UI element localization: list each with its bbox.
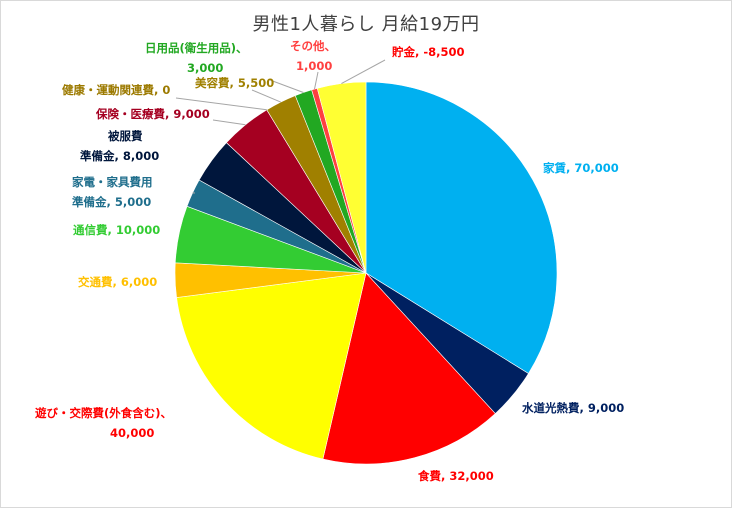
data-label: 美容費, 5,500 xyxy=(195,76,274,90)
leader-line xyxy=(175,97,267,111)
leader-line xyxy=(269,79,304,93)
leader-line xyxy=(251,89,281,103)
data-label: 貯金, -8,500 xyxy=(392,45,465,59)
data-label: 家賃, 70,000 xyxy=(543,161,619,175)
data-label: 家電・家具費用準備金, 5,000 xyxy=(72,175,153,209)
data-label: 健康・運動関連費, 0 xyxy=(62,83,170,97)
chart-title: 男性1人暮らし 月給19万円 xyxy=(252,14,480,35)
data-label: 保険・医療費, 9,000 xyxy=(95,107,210,121)
data-label: その他、 1,000 xyxy=(290,39,336,73)
data-label: 通信費, 10,000 xyxy=(73,223,160,237)
pie-slice xyxy=(365,81,558,374)
data-label: 水道光熱費, 9,000 xyxy=(522,401,624,415)
leader-line xyxy=(314,71,319,90)
pie-slice xyxy=(322,272,496,465)
leader-line xyxy=(212,119,246,126)
data-label: 日用品(衛生用品)、 3,000 xyxy=(145,41,248,75)
data-label: 被服費準備金, 8,000 xyxy=(80,129,159,163)
data-label: 交通費, 6,000 xyxy=(78,275,157,289)
pie-slice xyxy=(176,272,367,460)
data-label: 遊び・交際費(外食含む)、 40,000 xyxy=(35,406,172,440)
data-label: 食費, 32,000 xyxy=(418,469,494,483)
leader-line xyxy=(341,59,386,85)
